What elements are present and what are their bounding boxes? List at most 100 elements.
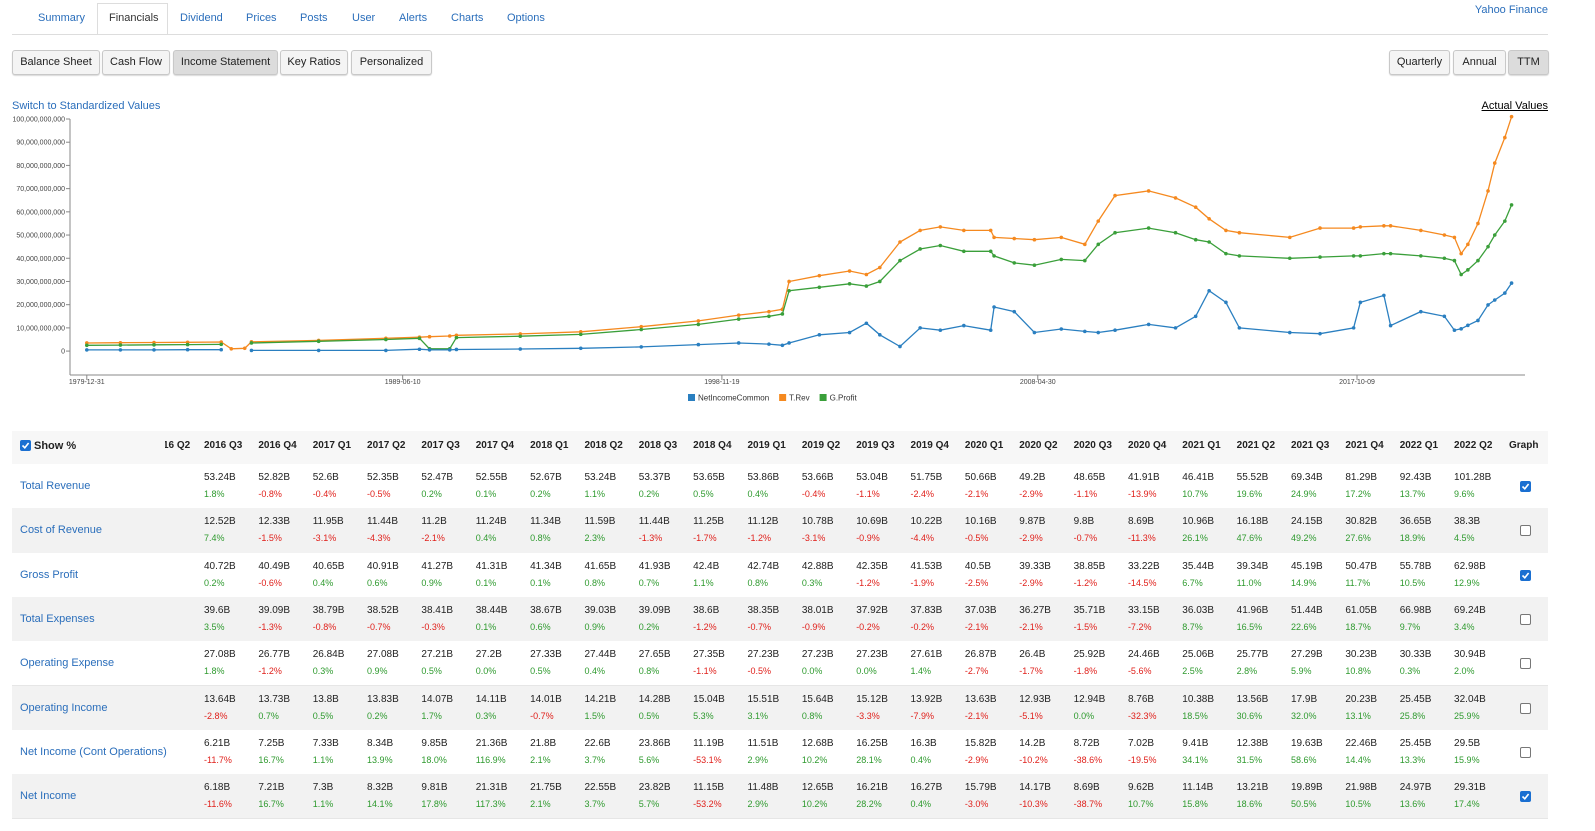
cell-change: 0.2%	[638, 489, 660, 499]
cell-change: 28.2%	[856, 799, 882, 810]
row-label[interactable]: Operating Income	[20, 701, 108, 714]
checkbox[interactable]	[1520, 791, 1531, 803]
nav-tab[interactable]: Dividend	[180, 12, 223, 24]
column-header: 2016 Q4	[258, 440, 297, 451]
cell-value: 38.52B	[367, 604, 399, 616]
point	[1083, 329, 1087, 334]
legend-label: NetIncomeCommon	[698, 394, 769, 403]
statement-button[interactable]: Personalized	[351, 50, 432, 75]
cell-change: 0.2%	[421, 489, 442, 499]
cell-value: 41.65B	[584, 560, 617, 572]
row-label[interactable]: Net Income (Cont Operations)	[20, 745, 167, 758]
point	[898, 258, 902, 263]
cell-value: 21.98B	[1345, 782, 1378, 794]
cell-value: 39.09B	[638, 604, 671, 616]
cell-value: 25.92B	[1073, 649, 1106, 661]
point	[938, 328, 943, 333]
series-line	[86, 204, 1513, 350]
point	[639, 327, 644, 332]
cell-change: 5.3%	[693, 710, 714, 721]
row-label[interactable]: Total Revenue	[20, 480, 91, 492]
nav-tab[interactable]: Alerts	[399, 12, 428, 24]
point	[384, 337, 388, 342]
check	[1521, 572, 1530, 579]
point	[447, 334, 452, 338]
cell-value: 62.98B	[1454, 560, 1486, 572]
cell-change: 15.8%	[1182, 799, 1208, 810]
row-label[interactable]: Total Expenses	[20, 612, 95, 625]
cell-change: -53.1%	[693, 754, 722, 765]
cell-change: 0.0%	[801, 666, 823, 677]
statement-button[interactable]: Key Ratios	[280, 50, 348, 75]
point	[864, 284, 869, 288]
cell-value: 10.78B	[801, 516, 834, 528]
cell-value: 42.88B	[801, 560, 834, 572]
nav-tab[interactable]: Posts	[300, 12, 328, 24]
point	[1419, 228, 1423, 233]
nav-tab[interactable]: Summary	[38, 12, 86, 24]
point	[1224, 228, 1228, 233]
cell-value: 12.68B	[801, 737, 834, 749]
row-label[interactable]: Net Income	[20, 790, 77, 803]
cell-value: 69.24B	[1454, 604, 1486, 616]
point	[1059, 257, 1064, 262]
point	[1113, 193, 1117, 198]
checkbox[interactable]	[20, 440, 31, 451]
row-label[interactable]: Gross Profit	[20, 568, 79, 581]
period-button[interactable]: Quarterly	[1389, 50, 1450, 75]
nav-tab[interactable]: Charts	[451, 12, 484, 24]
cell-change: -11.7%	[204, 754, 232, 765]
point	[219, 347, 224, 352]
y-tick-label: 80,000,000,000	[16, 163, 65, 170]
column-header: 2018 Q4	[693, 440, 732, 451]
cell-change: -1.9%	[910, 577, 935, 588]
period-button[interactable]: TTM	[1508, 50, 1549, 75]
y-tick-label: 40,000,000,000	[16, 256, 65, 263]
checkbox[interactable]	[1520, 702, 1531, 714]
checkbox[interactable]	[1520, 481, 1531, 492]
cell-change: 0.3%	[312, 666, 334, 677]
column-header: 16 Q2	[165, 440, 191, 451]
nav-tab[interactable]: User	[352, 12, 376, 24]
nav-tab[interactable]: Financials	[109, 12, 159, 24]
cell-value: 51.44B	[1291, 604, 1323, 616]
cell-value: 27.61B	[910, 649, 943, 661]
point	[1358, 300, 1363, 305]
cell-change: 0.3%	[801, 577, 823, 588]
point	[1492, 161, 1497, 165]
statement-button[interactable]: Balance Sheet	[12, 50, 100, 75]
cell-value: 38.3B	[1454, 516, 1481, 528]
statement-button[interactable]: Income Statement	[173, 50, 278, 75]
cell-change: 10.2%	[801, 754, 828, 765]
cell-change: 0.9%	[584, 621, 605, 632]
x-tick-label: 1989-06-10	[385, 379, 421, 386]
checkbox[interactable]	[1520, 746, 1531, 758]
point	[118, 348, 123, 352]
checkbox[interactable]	[1520, 613, 1531, 625]
row-label[interactable]: Operating Expense	[20, 657, 115, 670]
cell-value: 33.22B	[1127, 560, 1160, 572]
tab-rule	[12, 34, 1548, 35]
row-bg	[12, 774, 1548, 820]
standardize-link[interactable]: Switch to Standardized Values	[12, 100, 161, 112]
row-label[interactable]: Cost of Revenue	[20, 524, 102, 537]
cell-change: -2.1%	[964, 621, 989, 632]
cell-change: -1.2%	[856, 577, 880, 588]
cell-change: 12.9%	[1454, 577, 1480, 588]
nav-tab[interactable]: Prices	[246, 12, 277, 24]
cell-change: 0.4%	[747, 489, 769, 499]
period-button[interactable]: Annual	[1453, 50, 1506, 75]
cell-change: -2.4%	[910, 489, 935, 499]
actual-values[interactable]: Actual Values	[1481, 100, 1548, 112]
statement-button[interactable]: Cash Flow	[102, 50, 170, 75]
cell-change: 0.5%	[312, 710, 334, 721]
nav-tab[interactable]: Options	[507, 12, 545, 24]
checkbox[interactable]	[1520, 658, 1531, 670]
cell-change: -0.2%	[910, 621, 935, 632]
checkbox[interactable]	[1520, 525, 1531, 537]
cell-change: 0.8%	[584, 577, 605, 588]
brand[interactable]: Yahoo Finance	[1474, 4, 1548, 16]
cell-value: 9.8B	[1073, 516, 1095, 528]
checkbox[interactable]	[1520, 569, 1531, 581]
point	[1476, 318, 1480, 323]
